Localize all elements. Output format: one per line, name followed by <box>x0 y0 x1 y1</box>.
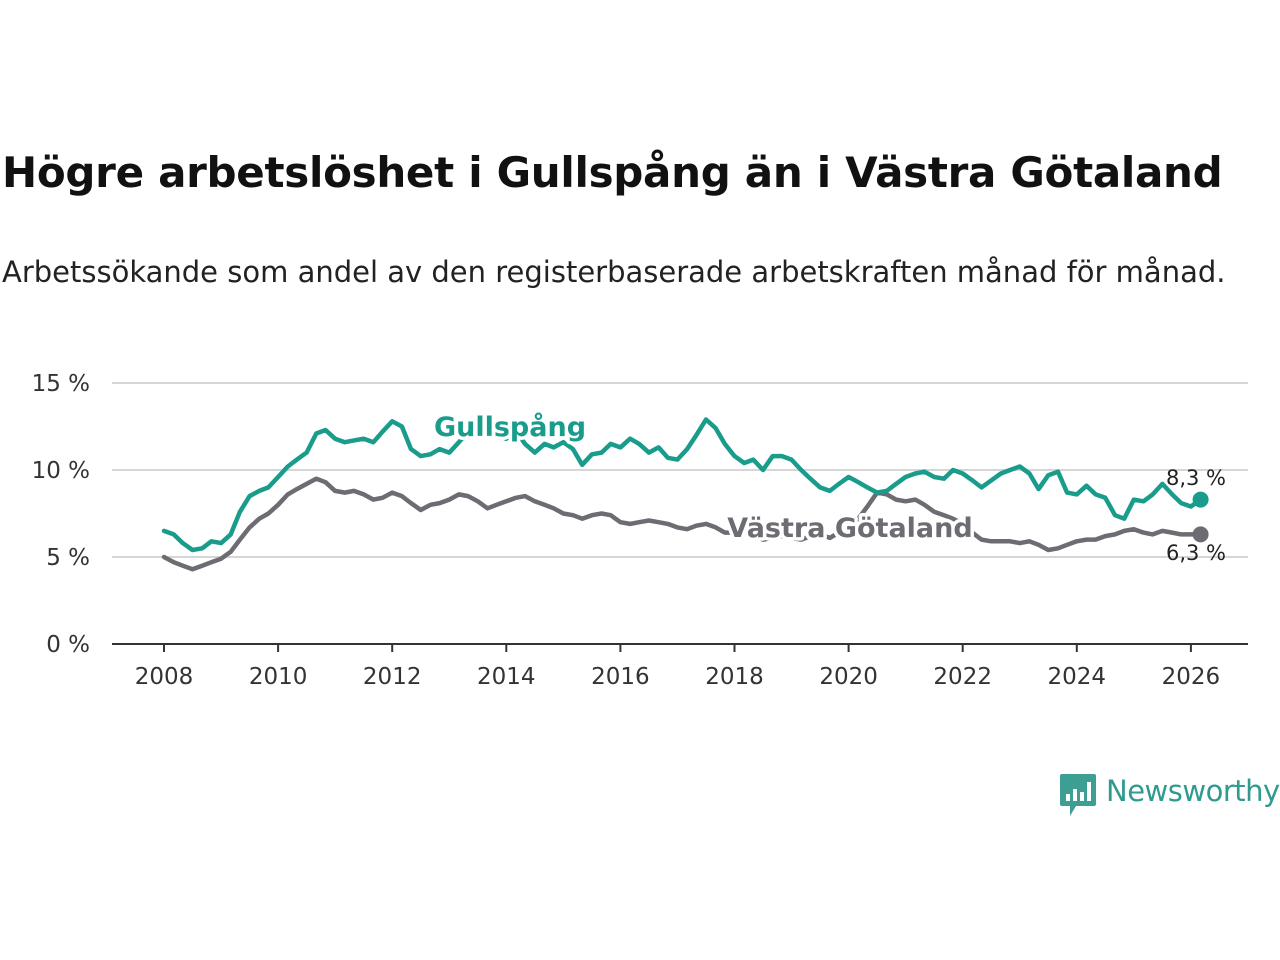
end-value-label-vastra-gotaland: 6,3 % <box>1166 541 1226 565</box>
y-tick-label: 5 % <box>46 545 90 571</box>
chart-title: Högre arbetslöshet i Gullspång än i Väst… <box>2 148 1223 197</box>
x-tick-label: 2022 <box>933 664 992 690</box>
chart-subtitle: Arbetssökande som andel av den registerb… <box>2 255 1226 289</box>
x-tick-label: 2016 <box>591 664 650 690</box>
x-tick-label: 2026 <box>1162 664 1221 690</box>
end-value-label-gullspang: 8,3 % <box>1166 466 1226 490</box>
series-line-vastra-gotaland <box>161 476 1203 572</box>
x-tick-label: 2024 <box>1048 664 1107 690</box>
series <box>161 417 1209 572</box>
newsworthy-logo: Newsworthy <box>1058 772 1280 820</box>
series-label-halo-gullspang: Gullspång <box>434 411 586 443</box>
x-tick-label: 2012 <box>363 664 422 690</box>
series-line-gullspang <box>161 417 1203 553</box>
x-tick-label: 2008 <box>135 664 194 690</box>
y-tick-label: 0 % <box>46 632 90 658</box>
x-tick-label: 2014 <box>477 664 536 690</box>
series-label-gullspang: Gullspång <box>434 411 586 443</box>
line-chart: 0 % 5 % 10 % 15 % 2008 2010 2012 2014 2016 2018 20… <box>32 371 1248 690</box>
x-tick-label: 2010 <box>249 664 308 690</box>
x-tick-label: 2020 <box>819 664 878 690</box>
newsworthy-icon <box>1060 774 1096 816</box>
series-label-vastra-gotaland: Västra Götaland <box>727 513 972 544</box>
end-point-gullspang <box>1192 491 1209 508</box>
end-point-vastra-gotaland <box>1192 526 1209 543</box>
x-tick-label: 2018 <box>705 664 764 690</box>
series-label-halo-vastra-gotaland: Västra Götaland <box>727 513 972 544</box>
brand-name: Newsworthy <box>1106 774 1280 808</box>
y-tick-label: 15 % <box>32 371 90 397</box>
y-tick-label: 10 % <box>32 458 90 484</box>
axes: 0 % 5 % 10 % 15 % 2008 2010 2012 2014 2016 2018 20… <box>32 371 1248 690</box>
